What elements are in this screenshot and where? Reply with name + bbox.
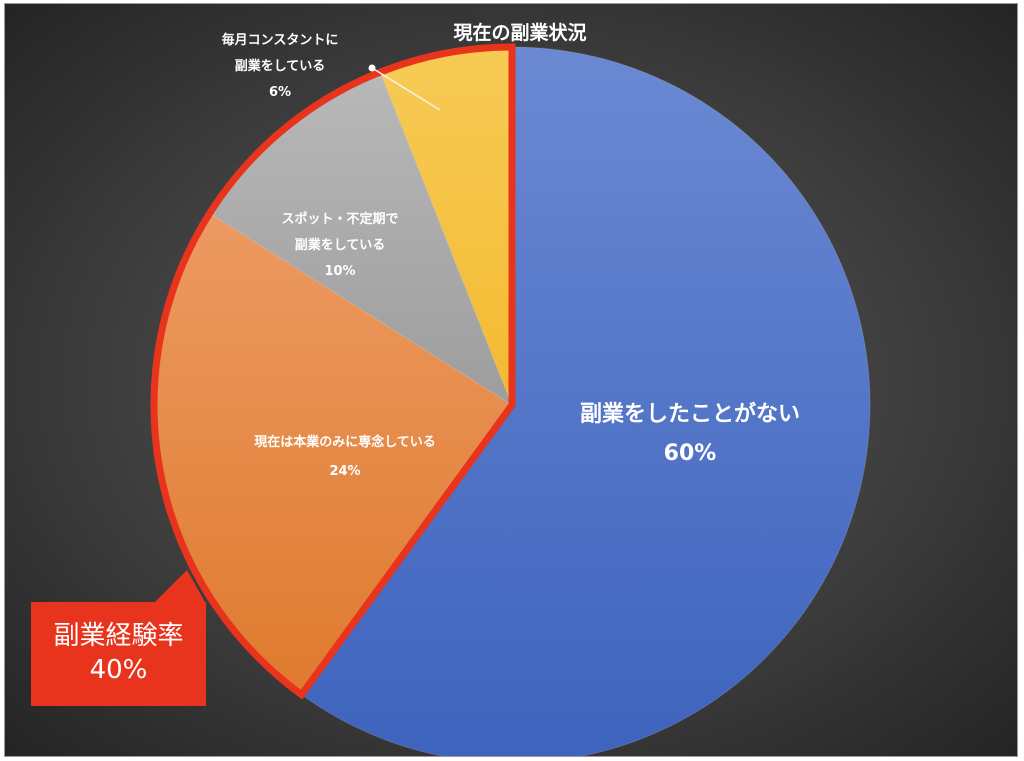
slice-label-text: 副業をしたことがない: [579, 402, 800, 427]
experience-rate-callout: 副業経験率 40%: [31, 602, 206, 706]
slice-label-line-2: 副業をしている: [294, 238, 386, 253]
slice-label-line-2: 副業をしている: [234, 59, 326, 74]
slice-never-side-job: [300, 46, 871, 756]
chart-title: 現在の副業状況: [453, 22, 587, 44]
slice-label-text: 現在は本業のみに専念している: [254, 435, 436, 450]
slice-label-line-1: スポット・不定期で: [281, 212, 399, 227]
slice-label-never-side-job: 副業をしたことがない 60%: [525, 396, 855, 473]
slice-label-monthly-side-job: 毎月コンスタントに 副業をしている 6%: [175, 28, 385, 106]
callout-pointer: [155, 570, 205, 602]
highlight-outline: [150, 43, 516, 700]
yellow-leader-dot: [368, 64, 376, 72]
yellow-leader-line: [371, 67, 441, 111]
slice-value-label: 60%: [663, 440, 717, 466]
slice-label-main-job-only: 現在は本業のみに専念している 24%: [200, 429, 490, 486]
slice-label-spot-side-job: スポット・不定期で 副業をしている 10%: [240, 207, 440, 285]
slice-value-label: 24%: [329, 463, 361, 479]
slice-value-label: 10%: [324, 264, 356, 279]
slice-value-label: 6%: [268, 85, 292, 100]
chart-frame: 現在の副業状況 副業をしたことがない 60% 現在は本業のみに専念している 24…: [4, 3, 1018, 757]
callout-label: 副業経験率: [53, 621, 184, 652]
pie-chart: [150, 43, 871, 756]
callout-value: 40%: [89, 655, 148, 685]
slice-label-line-1: 毎月コンスタントに: [221, 33, 339, 48]
